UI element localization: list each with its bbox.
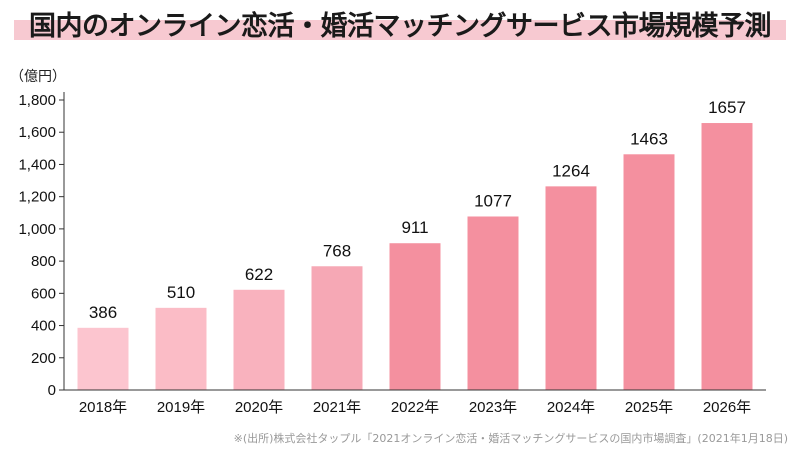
chart-title-area: 国内のオンライン恋活・婚活マッチングサービス市場規模予測 [0, 0, 800, 50]
title-highlight-band [14, 20, 786, 40]
bar [311, 266, 363, 390]
y-tick-label: 1,800 [18, 92, 56, 109]
bar [155, 307, 207, 390]
y-tick-label: 800 [31, 253, 56, 270]
y-tick-label: 200 [31, 350, 56, 367]
x-tick-label: 2018年 [79, 399, 127, 416]
y-tick-label: 1,000 [18, 221, 56, 238]
bar [77, 327, 129, 390]
bar-value-label: 510 [167, 283, 195, 302]
bar [389, 243, 441, 390]
bar-value-label: 1463 [630, 129, 668, 148]
x-tick-label: 2026年 [703, 399, 751, 416]
bar [233, 289, 285, 390]
bar [701, 123, 753, 391]
bar-value-label: 622 [245, 265, 273, 284]
y-tick-label: 1,200 [18, 189, 56, 206]
x-tick-label: 2025年 [625, 399, 673, 416]
y-tick-label: 1,600 [18, 124, 56, 141]
chart-title: 国内のオンライン恋活・婚活マッチングサービス市場規模予測 [29, 11, 772, 42]
x-tick-label: 2021年 [313, 399, 361, 416]
bar [467, 216, 519, 390]
x-tick-label: 2020年 [235, 399, 283, 416]
x-tick-label: 2024年 [547, 399, 595, 416]
y-tick-label: 400 [31, 318, 56, 335]
bar [623, 154, 675, 390]
x-tick-label: 2019年 [157, 399, 205, 416]
bar-value-label: 1657 [708, 98, 746, 117]
bar [545, 186, 597, 390]
y-tick-label: 600 [31, 285, 56, 302]
x-tick-label: 2023年 [469, 399, 517, 416]
source-note: ※(出所)株式会社タップル「2021オンライン恋活・婚活マッチングサービスの国内… [233, 432, 788, 445]
bar-value-label: 1077 [474, 191, 512, 210]
y-tick-label: 0 [48, 382, 56, 399]
bar-value-label: 768 [323, 241, 351, 260]
bar-value-label: 386 [89, 303, 117, 322]
bar-value-label: 911 [401, 218, 428, 237]
x-tick-label: 2022年 [391, 399, 439, 416]
y-tick-label: 1,400 [18, 156, 56, 173]
y-axis-unit-label: （億円） [10, 69, 66, 85]
bar-value-label: 1264 [552, 161, 590, 180]
